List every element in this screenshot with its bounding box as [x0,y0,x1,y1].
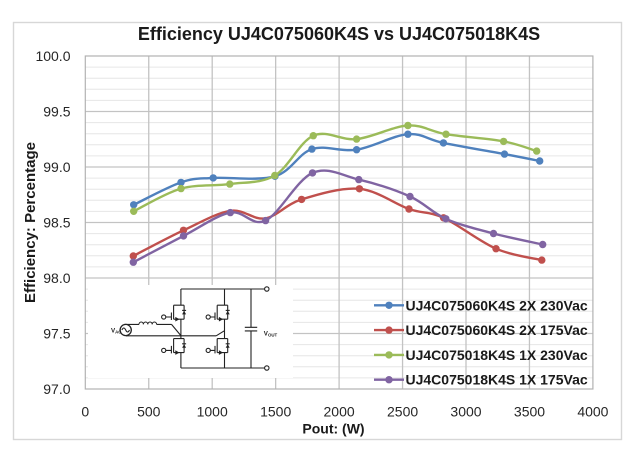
svg-text:97.0: 97.0 [43,381,70,397]
svg-text:UJ4C075060K4S 2X 230Vac: UJ4C075060K4S 2X 230Vac [406,297,588,313]
svg-text:500: 500 [137,404,161,420]
svg-text:0: 0 [81,404,89,420]
svg-text:UJ4C075060K4S 2X 175Vac: UJ4C075060K4S 2X 175Vac [406,322,588,338]
svg-text:97.5: 97.5 [43,325,70,341]
svg-text:Efficiency: Percentage: Efficiency: Percentage [22,142,39,303]
svg-text:3500: 3500 [514,404,545,420]
svg-text:3000: 3000 [450,404,481,420]
svg-text:UJ4C075018K4S 1X 175Vac: UJ4C075018K4S 1X 175Vac [406,372,588,388]
svg-text:2000: 2000 [324,404,355,420]
svg-text:VAC: VAC [111,328,122,335]
svg-text:UJ4C075018K4S 1X 230Vac: UJ4C075018K4S 1X 230Vac [406,347,588,363]
svg-text:98.5: 98.5 [43,214,70,230]
svg-text:2500: 2500 [387,404,418,420]
svg-text:99.5: 99.5 [43,103,70,119]
svg-text:99.0: 99.0 [43,159,70,175]
svg-text:Efficiency UJ4C075060K4S vs UJ: Efficiency UJ4C075060K4S vs UJ4C075018K4… [138,24,540,44]
svg-text:100.0: 100.0 [35,48,70,64]
svg-text:1500: 1500 [260,404,291,420]
svg-text:VOUT: VOUT [264,331,278,338]
svg-text:1000: 1000 [197,404,228,420]
svg-text:4000: 4000 [577,404,608,420]
svg-text:Pout: (W): Pout: (W) [302,421,364,437]
svg-text:98.0: 98.0 [43,270,70,286]
